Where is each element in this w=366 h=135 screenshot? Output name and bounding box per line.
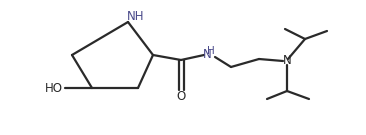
Text: HO: HO	[45, 82, 63, 94]
Text: H: H	[207, 46, 215, 56]
Text: N: N	[283, 55, 291, 68]
Text: NH: NH	[127, 11, 145, 23]
Text: O: O	[176, 90, 186, 104]
Text: N: N	[203, 48, 212, 62]
